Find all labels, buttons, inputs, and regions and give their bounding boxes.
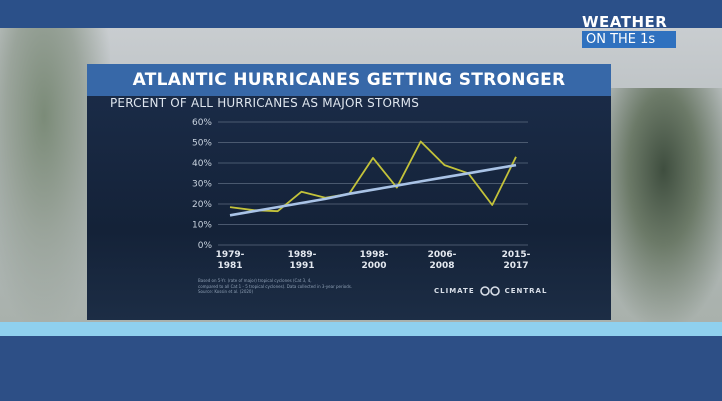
- chart-footnote: Based on 5-Yr. (rate of major) tropical …: [198, 278, 378, 295]
- x-tick-label: 1991: [289, 261, 314, 271]
- y-tick-label: 30%: [192, 180, 212, 190]
- chart-area: [87, 96, 611, 320]
- climate-central-logo: CLIMATE CENTRAL: [434, 286, 547, 296]
- climate-central-mark-icon: [479, 286, 500, 296]
- footnote-line-3: Source: Kossin et al. (2020): [198, 289, 254, 294]
- x-tick-label: 1979-: [216, 250, 245, 260]
- y-tick-label: 40%: [192, 159, 212, 169]
- weather-on-the-1s-logo: WEATHER ON THE 1s: [582, 14, 678, 50]
- footnote-line-2: compared to all Cat 1 - 5 tropical cyclo…: [198, 283, 353, 289]
- x-tick-label: 1981: [217, 261, 242, 271]
- x-tick-label: 2015-: [502, 250, 531, 260]
- x-tick-label: 1998-: [360, 250, 389, 260]
- actual-percent-line: [229, 140, 517, 213]
- chart-panel: ATLANTIC HURRICANES GETTING STRONGER: [87, 64, 611, 320]
- brand-line-2: ON THE 1s: [582, 31, 676, 48]
- logo-text-right: CENTRAL: [504, 287, 548, 295]
- y-tick-label: 50%: [192, 139, 212, 149]
- palm-tree-right: [592, 88, 722, 322]
- x-tick-label: 2008: [429, 261, 454, 271]
- y-tick-label: 60%: [192, 118, 212, 128]
- x-tick-label: 2006-: [428, 250, 457, 260]
- x-tick-label: 1989-: [288, 250, 317, 260]
- y-tick-label: 10%: [192, 221, 212, 231]
- logo-text-left: CLIMATE: [434, 287, 475, 295]
- lower-third-bar: [0, 322, 722, 336]
- top-band: [0, 0, 722, 28]
- y-tick-label: 20%: [192, 200, 212, 210]
- footnote-line-1: Based on 5-Yr. (rate of major) tropical …: [198, 278, 312, 283]
- trend-line: [229, 163, 517, 217]
- bottom-band: [0, 336, 722, 401]
- chart-subtitle: PERCENT OF ALL HURRICANES AS MAJOR STORM…: [110, 96, 420, 110]
- brand-line-1: WEATHER: [582, 13, 668, 31]
- x-tick-label: 2000: [361, 261, 386, 271]
- y-tick-label: 0%: [198, 241, 213, 251]
- x-tick-label: 2017: [503, 261, 528, 271]
- chart-title: ATLANTIC HURRICANES GETTING STRONGER: [87, 64, 611, 96]
